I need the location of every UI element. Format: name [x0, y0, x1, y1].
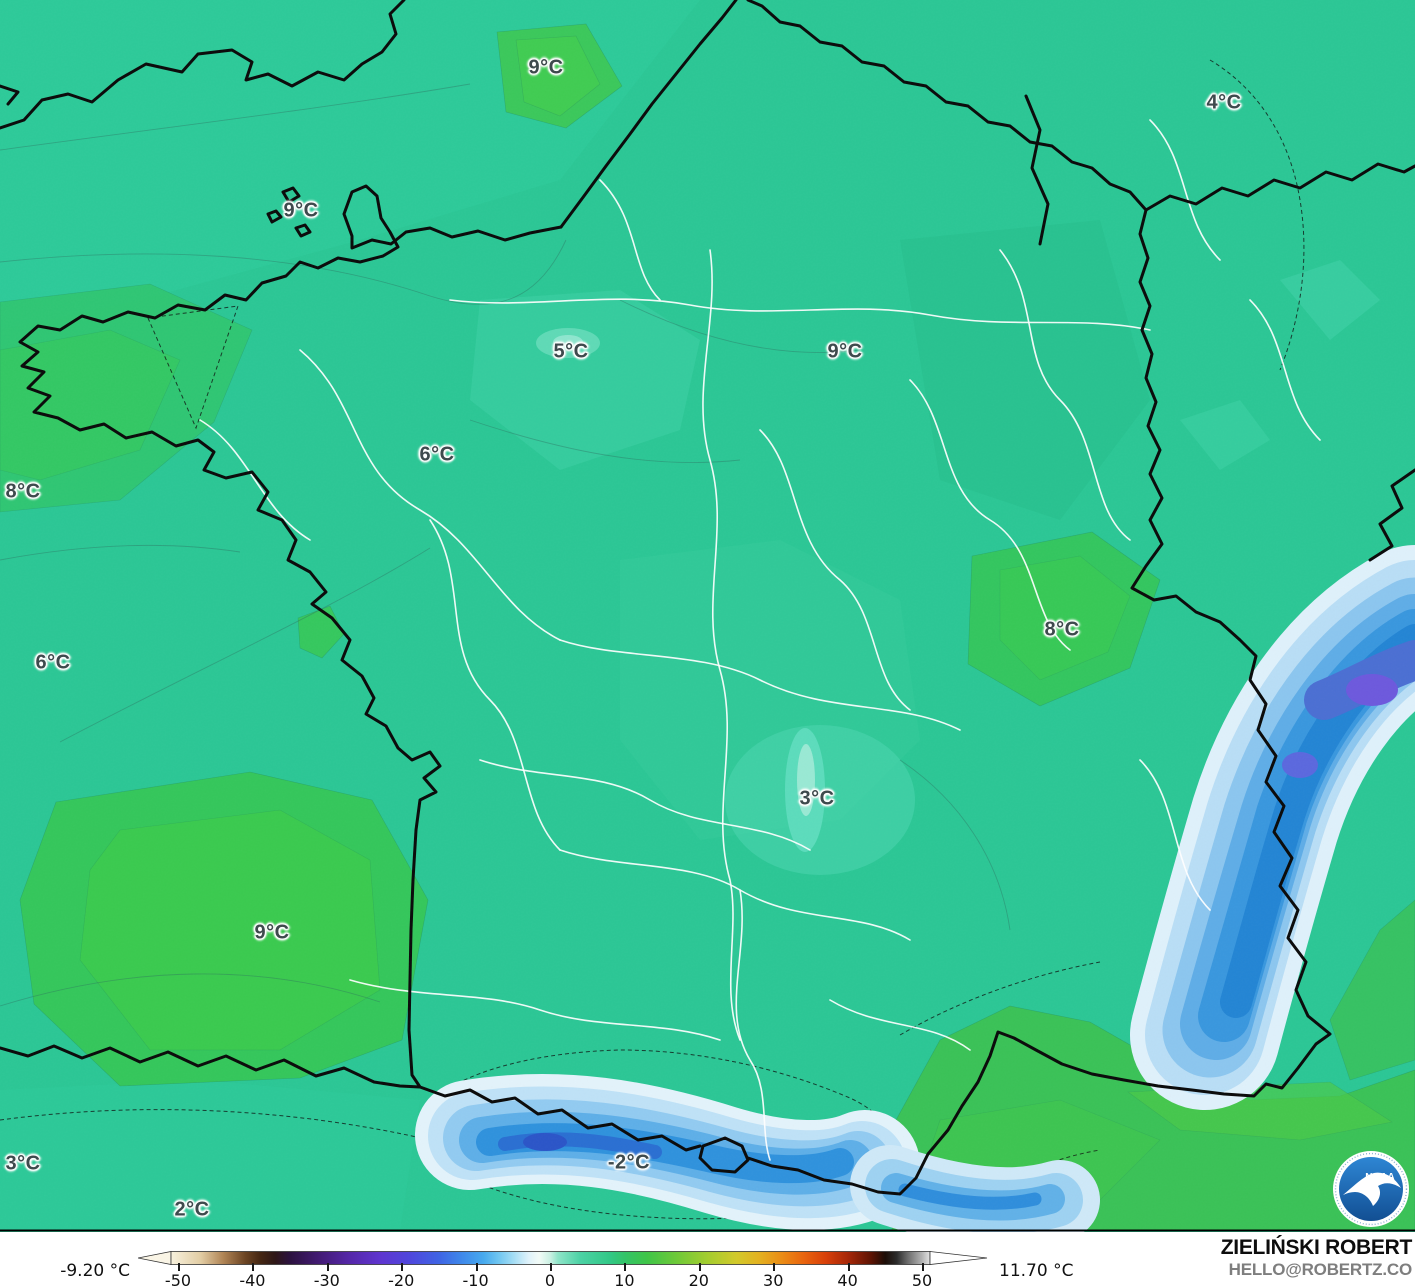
legend-tick-label: -20	[388, 1271, 415, 1287]
legend-tick-label: -40	[239, 1271, 266, 1287]
legend-strip: -9.20 °C	[0, 1232, 1415, 1287]
legend-tick-label: -10	[462, 1271, 489, 1287]
noaa-wordmark: NOAA	[1365, 1172, 1394, 1183]
legend-right-arrow	[929, 1251, 988, 1265]
temperature-map: 9°C 4°C 9°C 5°C 9°C 6°C 8°C 6°C 8°C 3°C 9°C 3°C -2°C…	[0, 0, 1415, 1232]
legend-left-arrow	[138, 1251, 172, 1265]
legend-tick-label: 20	[688, 1271, 709, 1287]
legend-tick-label: 50	[911, 1271, 933, 1287]
credit-author-email: HELLO@ROBERTZ.CO	[1228, 1260, 1413, 1280]
legend-tick-mark	[773, 1263, 776, 1271]
legend-tick-mark	[550, 1263, 552, 1271]
legend-max-label: 11.70 °C	[999, 1261, 1074, 1281]
legend-tick-label: -30	[313, 1271, 340, 1287]
legend-tick-mark	[624, 1263, 627, 1271]
legend-tick-mark	[326, 1263, 329, 1271]
legend-tick-mark	[178, 1263, 180, 1271]
legend-tick-mark	[401, 1263, 404, 1271]
legend-min-label: -9.20 °C	[60, 1261, 130, 1281]
map-canvas	[0, 0, 1415, 1232]
legend-tick-label: -50	[164, 1271, 192, 1287]
credit-author-name: ZIELIŃSKI ROBERT	[1220, 1236, 1413, 1259]
legend-tick-mark	[847, 1263, 850, 1271]
legend-tick-label: 40	[837, 1271, 858, 1287]
legend-tick-mark	[252, 1263, 255, 1271]
legend-colorbar	[138, 1251, 988, 1265]
noaa-gull-icon	[1343, 1172, 1401, 1206]
noise-texture	[0, 0, 1415, 1232]
legend-tick-label: 30	[763, 1271, 784, 1287]
legend-tick-mark	[922, 1263, 924, 1271]
legend-tick-mark	[698, 1263, 701, 1271]
noaa-logo: NOAA	[1333, 1151, 1409, 1227]
legend-tick-label: 10	[614, 1271, 635, 1287]
credits-block: ZIELIŃSKI ROBERT HELLO@ROBERTZ.CO	[1220, 1236, 1413, 1280]
legend-tick-label: 0	[544, 1271, 556, 1287]
legend-tick-mark	[475, 1263, 478, 1271]
